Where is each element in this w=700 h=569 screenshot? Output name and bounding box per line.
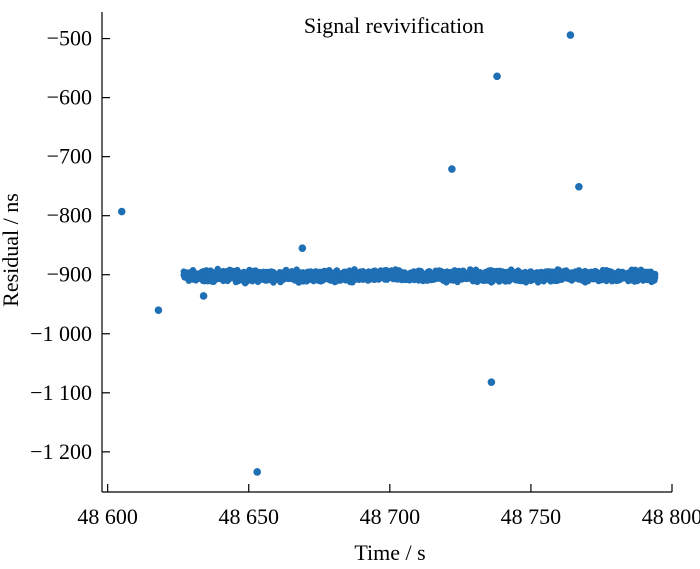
x-tick-label: 48 650 bbox=[218, 504, 279, 529]
y-tick-label: −800 bbox=[47, 203, 92, 228]
x-tick-label: 48 800 bbox=[642, 504, 700, 529]
x-tick-label: 48 600 bbox=[77, 504, 138, 529]
chart-title: Signal revivification bbox=[304, 13, 484, 38]
outlier-point bbox=[199, 292, 208, 300]
x-tick-label: 48 750 bbox=[501, 504, 562, 529]
y-tick-label: −1 100 bbox=[30, 380, 92, 405]
band-points bbox=[180, 265, 659, 287]
band-point bbox=[651, 272, 659, 279]
y-tick-label: −700 bbox=[47, 144, 92, 169]
outlier-points bbox=[117, 31, 583, 476]
y-ticks: −500 −600 −700 −800 −900 −1 000 −1 100 −1 200 bbox=[30, 26, 110, 464]
outlier-point bbox=[566, 31, 575, 39]
y-axis-label: Residual / ns bbox=[0, 193, 23, 307]
y-tick-label: −1 000 bbox=[30, 321, 92, 346]
x-ticks: 48 600 48 650 48 700 48 750 48 800 bbox=[77, 484, 700, 529]
outlier-point bbox=[298, 244, 307, 252]
outlier-point bbox=[487, 378, 496, 386]
outlier-point bbox=[493, 72, 501, 81]
outlier-point bbox=[117, 207, 126, 216]
y-tick-label: −900 bbox=[47, 262, 92, 287]
x-axis-label: Time / s bbox=[354, 540, 425, 565]
outlier-point bbox=[448, 165, 456, 173]
y-tick-label: −500 bbox=[47, 26, 92, 51]
outlier-point bbox=[253, 468, 261, 476]
x-tick-label: 48 700 bbox=[360, 504, 421, 529]
outlier-point bbox=[154, 306, 163, 314]
outlier-point bbox=[575, 182, 583, 191]
y-tick-label: −600 bbox=[47, 85, 92, 110]
y-tick-label: −1 200 bbox=[30, 439, 92, 464]
